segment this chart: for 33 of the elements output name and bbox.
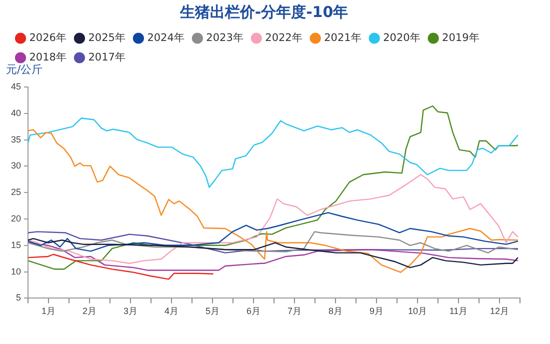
x-tick-label: 4月: [164, 306, 179, 316]
x-tick-label: 3月: [124, 306, 138, 316]
legend-label: 2019年: [442, 32, 480, 44]
y-axis-title: 元/公斤: [6, 62, 43, 77]
legend-label: 2025年: [88, 32, 126, 44]
legend-label: 2023年: [206, 32, 244, 44]
y-tick-label: 10: [10, 266, 22, 276]
y-tick-label: 45: [10, 81, 22, 92]
y-tick-label: 15: [10, 240, 22, 250]
x-tick-label: 8月: [328, 306, 343, 316]
legend-label: 2026年: [29, 32, 67, 44]
y-tick-label: 35: [10, 134, 22, 144]
y-tick-label: 5: [16, 292, 22, 303]
x-tick-label: 2月: [82, 306, 97, 316]
y-tick-label: 20: [10, 213, 22, 224]
y-tick-label: 40: [10, 108, 22, 118]
x-tick-label: 7月: [287, 306, 302, 316]
x-tick-label: 11月: [449, 306, 468, 316]
legend-label: 2017年: [88, 51, 126, 64]
legend-label: 2022年: [265, 32, 303, 44]
chart-title: 生猪出栏价-分年度-10年: [178, 2, 348, 21]
y-tick-label: 25: [10, 187, 22, 198]
x-tick-label: 9月: [369, 306, 384, 316]
x-tick-label: 1月: [42, 306, 56, 316]
legend-label: 2018年: [29, 51, 67, 64]
x-tick-label: 5月: [206, 306, 220, 316]
legend-label: 2021年: [324, 32, 362, 44]
x-tick-label: 12月: [490, 306, 510, 316]
y-tick-label: 30: [10, 160, 22, 171]
x-tick-label: 10月: [408, 306, 428, 316]
legend-label: 2024年: [147, 32, 185, 44]
legend-label: 2020年: [383, 32, 421, 44]
x-tick-label: 6月: [246, 306, 261, 316]
